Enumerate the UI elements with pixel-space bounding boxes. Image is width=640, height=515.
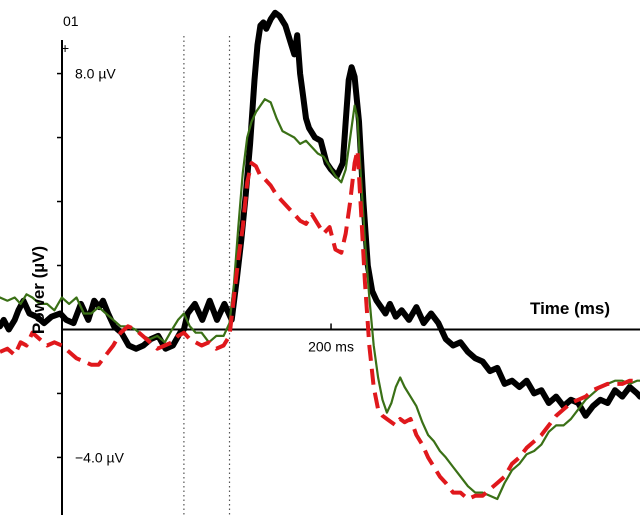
reference-lines xyxy=(183,36,231,515)
axes xyxy=(57,40,640,515)
y-ticks xyxy=(57,72,62,459)
x-tick-label: 200 ms xyxy=(308,338,354,354)
x-tick-labels: 200 ms xyxy=(308,338,354,354)
channel-label: 01 xyxy=(63,13,79,29)
x-axis-title: Time (ms) xyxy=(530,299,610,318)
chart-labels: 01 + Time (ms) Power (µV) 8.0 µV−4.0 µV … xyxy=(29,13,612,465)
polarity-label: + xyxy=(61,40,69,56)
series-layer xyxy=(0,9,640,501)
y-axis-title: Power (µV) xyxy=(29,246,48,334)
x-axis-title-background xyxy=(528,299,612,318)
y-tick-labels: 8.0 µV −4.0 µV xyxy=(75,66,125,466)
series-line-2 xyxy=(0,148,640,501)
series-line-1 xyxy=(0,98,640,501)
y-tick-label: −4.0 µV xyxy=(75,449,125,465)
y-tick-label: 8.0 µV xyxy=(75,66,116,82)
